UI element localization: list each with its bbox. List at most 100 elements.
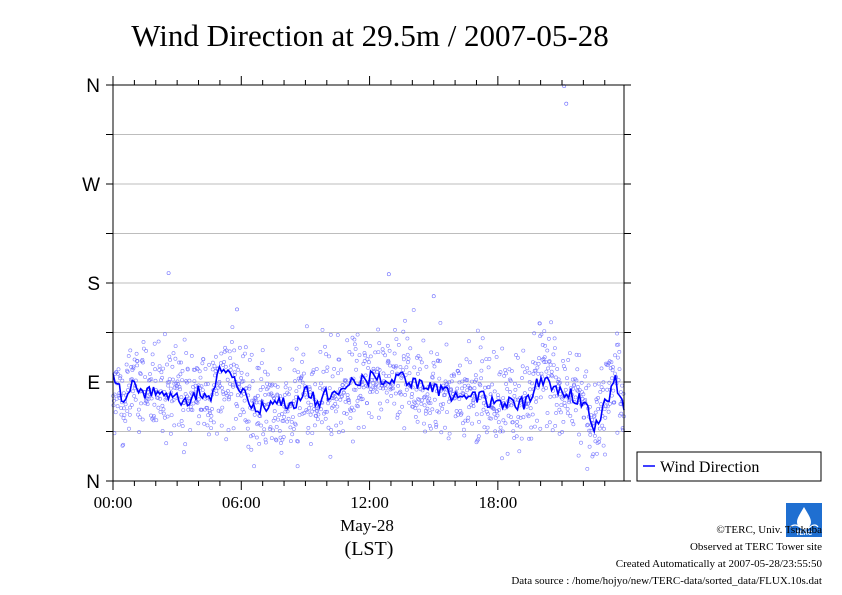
scatter-point <box>493 415 498 420</box>
scatter-point <box>574 352 579 357</box>
scatter-point <box>209 413 214 418</box>
scatter-point <box>345 396 350 401</box>
legend: Wind Direction <box>636 451 822 482</box>
scatter-point <box>513 381 517 386</box>
scatter-point <box>573 408 578 413</box>
scatter-point <box>181 408 186 413</box>
scatter-point <box>184 351 189 355</box>
scatter-point <box>481 407 486 412</box>
outlier-point <box>431 294 436 299</box>
scatter-point <box>247 384 252 389</box>
scatter-point <box>417 408 422 413</box>
scatter-point <box>235 404 240 409</box>
scatter-point <box>381 371 386 376</box>
scatter-point <box>135 363 140 368</box>
scatter-point <box>479 376 484 381</box>
scatter-point <box>443 390 448 395</box>
scatter-point <box>209 426 214 431</box>
scatter-point <box>235 393 240 398</box>
scatter-point <box>523 370 527 375</box>
scatter-point <box>563 387 568 392</box>
scatter-point <box>405 336 410 341</box>
scatter-point <box>281 435 286 439</box>
scatter-point <box>568 351 572 356</box>
scatter-point <box>609 360 614 365</box>
scatter-point <box>151 418 156 423</box>
scatter-point <box>324 352 329 357</box>
scatter-point <box>352 342 357 347</box>
scatter-point <box>517 449 522 454</box>
scatter-point <box>495 409 500 414</box>
scatter-point <box>478 383 483 388</box>
scatter-point <box>178 387 183 392</box>
scatter-point <box>533 368 538 373</box>
scatter-point <box>304 324 309 329</box>
scatter-point <box>399 392 404 397</box>
scatter-point <box>376 415 381 420</box>
scatter-point <box>504 382 509 386</box>
scatter-point <box>374 381 379 386</box>
scatter-point <box>291 427 296 431</box>
scatter-point <box>444 342 449 347</box>
scatter-point <box>335 333 340 337</box>
scatter-point <box>517 383 521 388</box>
scatter-point <box>581 392 586 397</box>
scatter-point <box>548 394 553 399</box>
scatter-point <box>196 397 201 402</box>
scatter-point <box>198 375 203 380</box>
scatter-point <box>392 351 397 356</box>
scatter-point <box>480 336 485 341</box>
scatter-point <box>309 402 314 407</box>
scatter-point <box>376 350 381 355</box>
scatter-point <box>393 391 398 396</box>
scatter-point <box>269 391 274 396</box>
scatter-point <box>212 364 217 369</box>
scatter-point <box>350 439 355 444</box>
scatter-point <box>225 377 230 382</box>
scatter-point <box>267 392 271 397</box>
scatter-point <box>282 414 287 419</box>
scatter-point <box>591 452 596 457</box>
scatter-point <box>550 428 555 433</box>
scatter-point <box>568 413 573 418</box>
scatter-point <box>227 395 232 400</box>
scatter-point <box>208 410 212 415</box>
scatter-point <box>585 466 590 471</box>
scatter-point <box>419 401 424 406</box>
scatter-point <box>394 337 399 342</box>
scatter-point <box>592 414 596 419</box>
scatter-point <box>414 403 419 408</box>
scatter-point <box>137 430 142 434</box>
scatter-point <box>115 371 120 376</box>
scatter-point <box>595 451 599 456</box>
scatter-point <box>133 378 138 383</box>
scatter-point <box>551 363 556 368</box>
outlier-point <box>235 307 239 312</box>
scatter-point <box>495 413 500 418</box>
scatter-point <box>341 390 346 395</box>
scatter-point <box>266 385 271 390</box>
scatter-point <box>439 430 444 435</box>
scatter-point <box>532 331 537 336</box>
y-tick-label: N <box>86 472 100 493</box>
scatter-point <box>203 382 208 387</box>
scatter-point <box>496 420 501 425</box>
scatter-point <box>239 370 244 375</box>
scatter-point <box>314 367 319 371</box>
scatter-point <box>449 379 454 384</box>
scatter-point <box>474 377 479 382</box>
scatter-point <box>513 397 518 402</box>
scatter-point <box>347 400 352 405</box>
scatter-point <box>588 428 593 433</box>
scatter-point <box>332 366 337 371</box>
scatter-point <box>190 408 195 413</box>
scatter-point <box>343 379 348 384</box>
scatter-point <box>474 412 479 417</box>
scatter-point <box>337 357 342 362</box>
chart-title: Wind Direction at 29.5m / 2007-05-28 <box>131 18 608 53</box>
scatter-point <box>294 389 299 394</box>
scatter-point <box>498 425 503 430</box>
scatter-point <box>447 431 452 436</box>
scatter-point <box>176 374 181 379</box>
scatter-point <box>257 441 262 446</box>
